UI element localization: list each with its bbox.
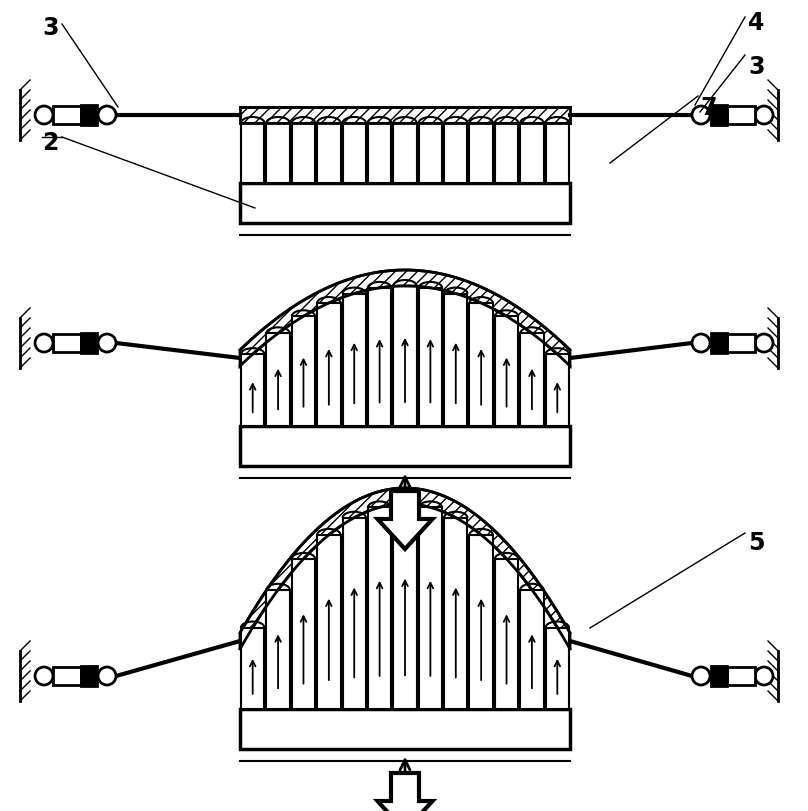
Circle shape <box>692 334 710 352</box>
Polygon shape <box>240 270 570 366</box>
Bar <box>343 294 366 426</box>
Bar <box>53 667 81 685</box>
Bar <box>545 628 569 709</box>
Polygon shape <box>377 773 432 811</box>
Circle shape <box>35 667 53 685</box>
Text: 3: 3 <box>42 16 58 40</box>
Bar <box>240 426 570 466</box>
Bar <box>343 123 366 183</box>
Polygon shape <box>377 491 432 549</box>
Circle shape <box>755 106 773 124</box>
Bar <box>318 303 340 426</box>
Bar <box>368 508 391 709</box>
Bar <box>318 123 340 183</box>
Bar <box>53 106 81 124</box>
Bar <box>318 535 340 709</box>
Circle shape <box>35 106 53 124</box>
Bar <box>241 628 264 709</box>
Bar <box>727 667 755 685</box>
Text: 7: 7 <box>700 96 717 120</box>
Circle shape <box>692 667 710 685</box>
Bar <box>469 535 493 709</box>
Bar <box>81 333 97 353</box>
Bar <box>419 123 442 183</box>
Bar <box>267 333 290 426</box>
Bar <box>494 123 518 183</box>
Bar <box>292 316 315 426</box>
Text: 5: 5 <box>748 531 764 555</box>
Bar <box>444 517 468 709</box>
Bar <box>469 303 493 426</box>
Circle shape <box>692 106 710 124</box>
Bar <box>267 590 290 709</box>
Bar <box>368 123 391 183</box>
Bar <box>393 123 417 183</box>
Bar <box>240 107 570 123</box>
Circle shape <box>98 667 116 685</box>
Bar <box>241 123 264 183</box>
Bar <box>368 288 391 426</box>
Bar <box>545 354 569 426</box>
Bar <box>343 517 366 709</box>
Bar <box>444 123 468 183</box>
Bar <box>545 123 569 183</box>
Text: 4: 4 <box>748 11 764 35</box>
Circle shape <box>98 106 116 124</box>
Bar <box>292 559 315 709</box>
Bar <box>393 286 417 426</box>
Bar <box>240 183 570 223</box>
Bar <box>419 508 442 709</box>
Bar <box>267 123 290 183</box>
Bar <box>727 334 755 352</box>
Circle shape <box>755 667 773 685</box>
Bar <box>520 123 544 183</box>
Circle shape <box>35 334 53 352</box>
Bar <box>494 559 518 709</box>
Bar <box>520 590 544 709</box>
Bar <box>727 106 755 124</box>
Bar <box>711 666 727 686</box>
Bar <box>81 666 97 686</box>
Bar <box>494 316 518 426</box>
Bar <box>711 333 727 353</box>
Bar <box>81 105 97 125</box>
Circle shape <box>755 334 773 352</box>
Circle shape <box>98 334 116 352</box>
Bar <box>520 333 544 426</box>
Text: 3: 3 <box>748 55 764 79</box>
Bar <box>711 105 727 125</box>
Polygon shape <box>240 488 570 649</box>
Bar <box>241 354 264 426</box>
Text: 2: 2 <box>42 131 58 155</box>
Bar <box>240 709 570 749</box>
Bar <box>292 123 315 183</box>
Bar <box>444 294 468 426</box>
Bar <box>393 504 417 709</box>
Bar <box>419 288 442 426</box>
Bar <box>53 334 81 352</box>
Bar <box>469 123 493 183</box>
